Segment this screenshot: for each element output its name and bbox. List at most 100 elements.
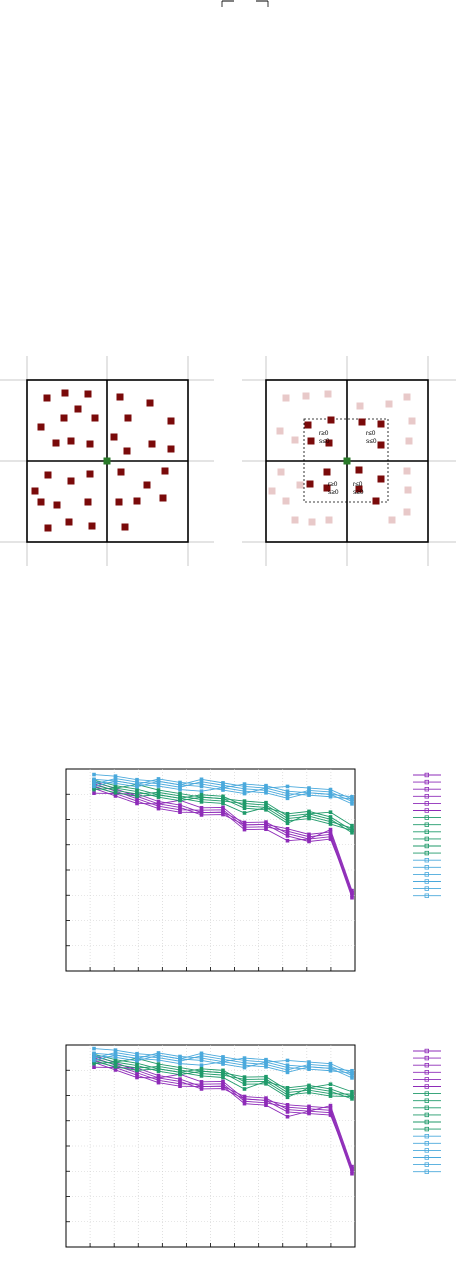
series-point [156, 1051, 161, 1055]
series-point [156, 799, 161, 804]
series-point [285, 1090, 290, 1095]
series-point [264, 1079, 268, 1084]
series-point [221, 1059, 225, 1064]
series-point [307, 790, 311, 795]
series-point [242, 823, 247, 827]
series-point [156, 1055, 161, 1060]
series-point [307, 839, 311, 844]
series-point [350, 797, 354, 801]
series-point [199, 779, 204, 784]
point-marker [377, 441, 385, 449]
series-point [221, 785, 225, 790]
point-marker [115, 498, 123, 506]
series-point [135, 799, 139, 803]
series-point [221, 1068, 225, 1073]
series-point [242, 1099, 247, 1104]
series-point [178, 1070, 182, 1075]
series-point [178, 805, 182, 810]
series-point [264, 1062, 268, 1067]
point-marker [84, 498, 92, 506]
series-point [307, 834, 311, 839]
series-point [328, 810, 333, 814]
series-point [113, 794, 118, 798]
point-marker-faded [291, 516, 299, 524]
series-point [285, 1088, 290, 1092]
series-point [178, 803, 182, 807]
chart-legend [413, 1048, 441, 1174]
series-point [199, 1084, 204, 1089]
series-point [199, 795, 204, 799]
series-point [328, 837, 333, 841]
series-point [199, 1051, 204, 1056]
legend-marker [424, 1112, 429, 1118]
legend-marker [424, 1084, 429, 1089]
label-br-s: s≥0 [353, 489, 364, 496]
series-point [242, 806, 247, 811]
series-point [92, 782, 96, 786]
point-marker [377, 475, 385, 483]
series-point [242, 1058, 247, 1063]
series-point [221, 788, 225, 792]
series-point [199, 1053, 204, 1058]
series-point [156, 784, 161, 788]
series-point [350, 1068, 354, 1073]
series-point [328, 822, 333, 826]
series-point [199, 800, 204, 804]
series-point [328, 1113, 333, 1117]
series-point [242, 801, 247, 806]
legend-marker [424, 1148, 429, 1153]
point-marker [88, 522, 96, 530]
series-point [156, 1058, 161, 1062]
series-point [350, 893, 354, 898]
point-marker [159, 494, 167, 502]
series-point [328, 834, 333, 839]
legend-marker [424, 1155, 429, 1160]
series-point [328, 1061, 333, 1066]
series-point [242, 791, 247, 796]
point-marker [167, 445, 175, 453]
series-point [285, 831, 290, 836]
series-point [307, 837, 311, 841]
series-point [328, 1106, 333, 1110]
label-tl-s: s≤0 [319, 438, 330, 445]
series-point [350, 1097, 354, 1101]
series-point [156, 802, 161, 806]
series-point [113, 1065, 118, 1069]
point-marker [31, 487, 39, 495]
series-point [92, 784, 96, 789]
series-point [307, 832, 311, 837]
point-marker [304, 421, 312, 429]
series-point [221, 810, 225, 814]
series-point [264, 1096, 268, 1100]
series-point [307, 1085, 311, 1090]
series-point [264, 1082, 268, 1086]
series-point [350, 891, 354, 895]
series-point [92, 791, 96, 795]
center-node [103, 457, 111, 465]
series-point [350, 1073, 354, 1078]
point-marker [117, 468, 125, 476]
series-point [307, 1060, 311, 1064]
point-marker [307, 437, 315, 445]
legend-marker [424, 893, 429, 898]
series-point [135, 780, 139, 784]
series-point [178, 783, 182, 787]
series-point [307, 1062, 311, 1067]
point-marker [86, 440, 94, 448]
series-point [328, 815, 333, 819]
series-point [178, 1059, 182, 1064]
series-point [242, 1063, 247, 1068]
series-point [285, 1068, 290, 1072]
chart-gridlines [66, 1045, 355, 1247]
series-point [221, 812, 225, 817]
legend-marker [424, 858, 429, 863]
point-marker-faded [308, 518, 316, 526]
series-point [221, 1073, 225, 1077]
series-point [264, 1060, 268, 1064]
point-marker [74, 405, 82, 413]
series-point [242, 789, 247, 793]
series-point [156, 779, 161, 784]
series-point [285, 829, 290, 833]
sample-points-left [31, 389, 175, 532]
series-point [285, 794, 290, 798]
